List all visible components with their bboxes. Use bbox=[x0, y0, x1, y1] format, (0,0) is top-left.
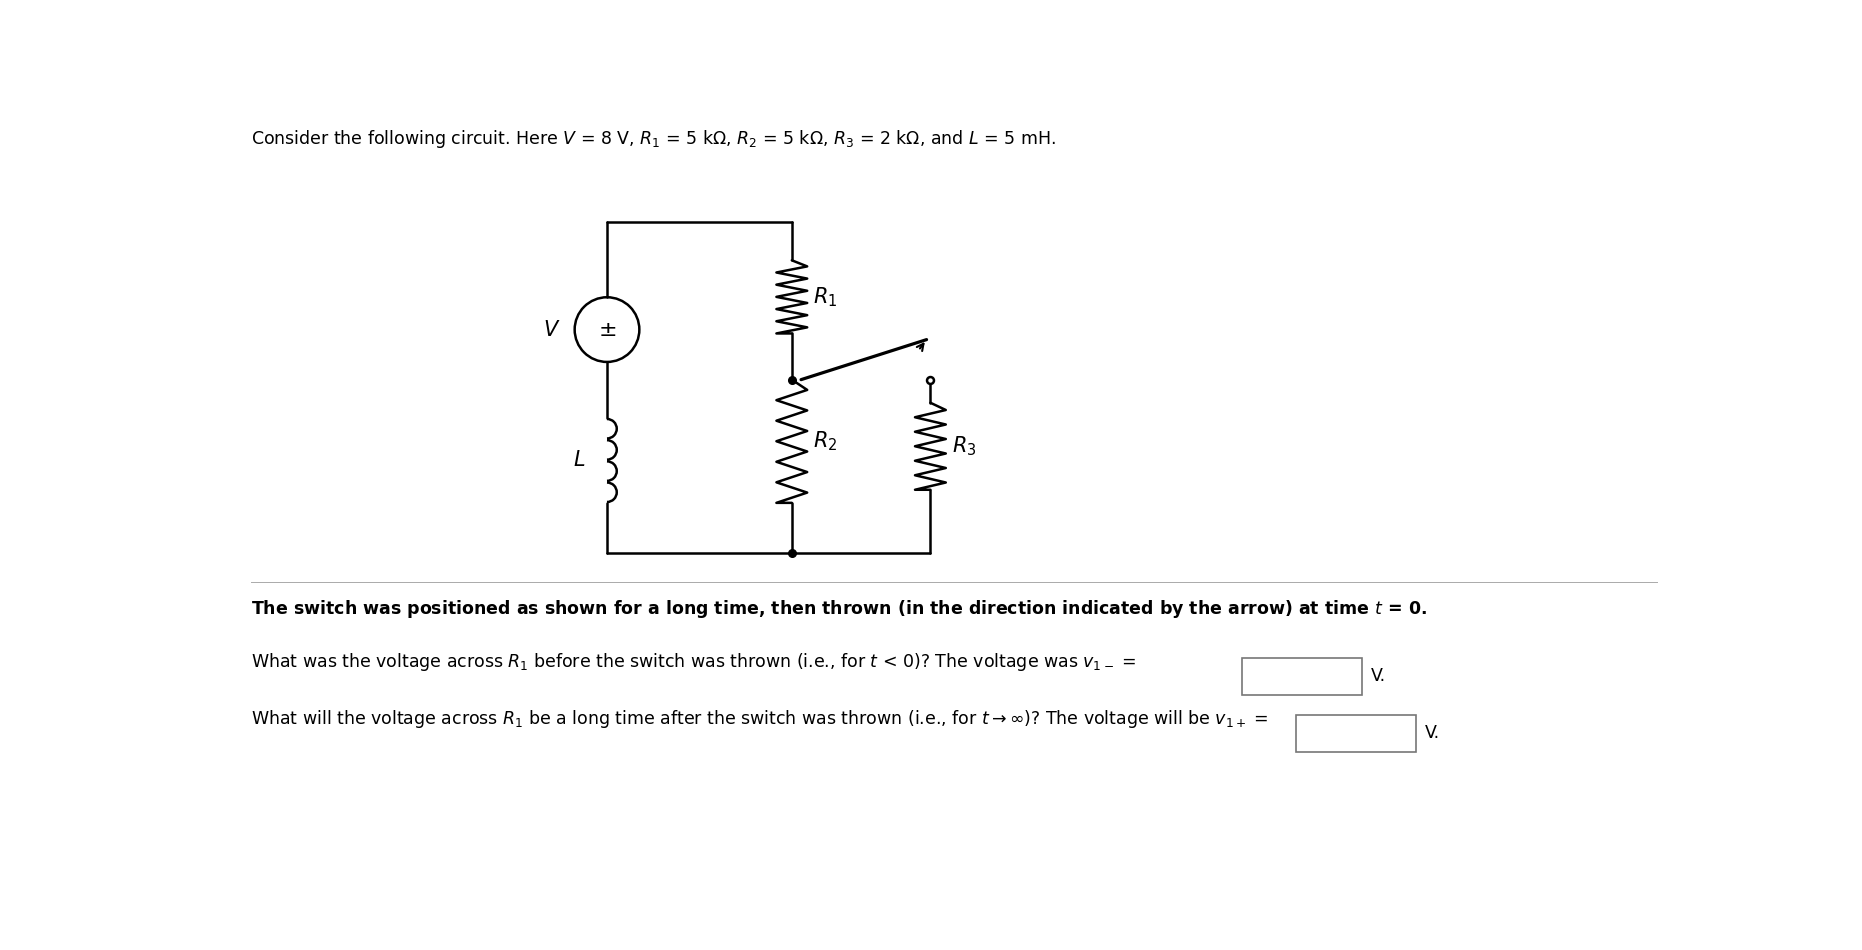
Text: $\pm$: $\pm$ bbox=[598, 319, 616, 339]
Text: $R_2$: $R_2$ bbox=[814, 429, 838, 453]
FancyBboxPatch shape bbox=[1296, 714, 1415, 751]
Text: V.: V. bbox=[1424, 724, 1439, 742]
Text: $V$: $V$ bbox=[544, 319, 560, 339]
Text: What will the voltage across $R_1$ be a long time after the switch was thrown (i: What will the voltage across $R_1$ be a … bbox=[251, 709, 1268, 731]
Text: What was the voltage across $R_1$ before the switch was thrown (i.e., for $t$ < : What was the voltage across $R_1$ before… bbox=[251, 652, 1136, 674]
Text: $R_1$: $R_1$ bbox=[814, 285, 838, 309]
Text: $R_3$: $R_3$ bbox=[951, 434, 976, 458]
FancyBboxPatch shape bbox=[1242, 657, 1361, 694]
Text: V.: V. bbox=[1370, 667, 1385, 685]
Text: $L$: $L$ bbox=[573, 450, 585, 470]
Text: Consider the following circuit. Here $V$ = 8 V, $R_1$ = 5 k$\Omega$, $R_2$ = 5 k: Consider the following circuit. Here $V$… bbox=[251, 128, 1056, 150]
Text: The switch was positioned as shown for a long time, then thrown (in the directio: The switch was positioned as shown for a… bbox=[251, 598, 1426, 619]
